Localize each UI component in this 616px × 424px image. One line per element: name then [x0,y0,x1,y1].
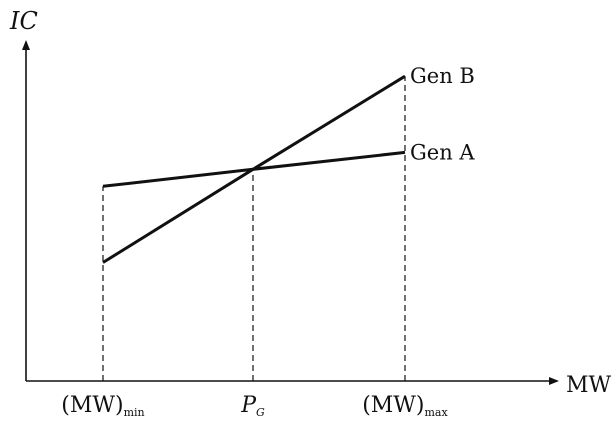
x-tick-label: PG [240,393,265,419]
series-line-gen-b [102,74,406,264]
series-label-gen-b: Gen B [410,64,475,88]
series-label-gen-a: Gen A [410,140,475,164]
series-labels: Gen A Gen B [410,64,475,164]
series-lines [102,74,406,264]
y-axis-label: IC [9,7,38,35]
x-tick-labels: (MW)min PG (MW)max [61,393,448,419]
x-tick-label: (MW)min [61,393,144,419]
x-axis-label: MW [566,373,612,398]
guide-lines [102,76,406,381]
x-tick-label: (MW)max [362,393,448,419]
